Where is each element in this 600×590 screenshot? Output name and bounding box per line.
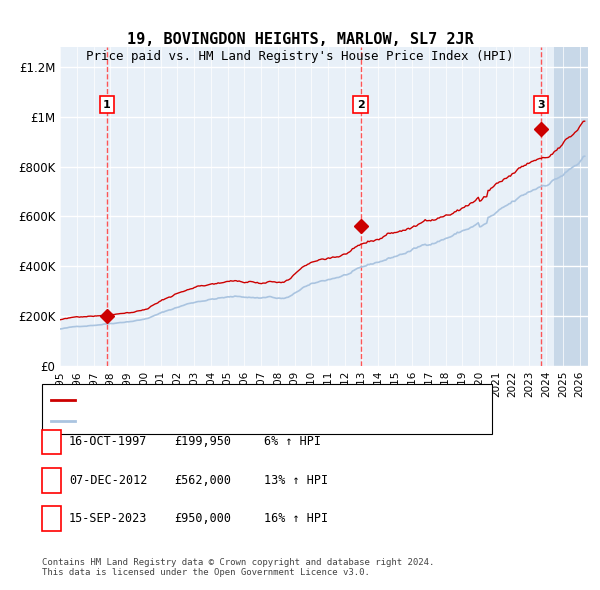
Bar — [379, 47, 395, 366]
Bar — [546, 47, 563, 366]
Text: 16% ↑ HPI: 16% ↑ HPI — [264, 512, 328, 525]
Bar — [462, 47, 479, 366]
Text: 19, BOVINGDON HEIGHTS, MARLOW, SL7 2JR (detached house): 19, BOVINGDON HEIGHTS, MARLOW, SL7 2JR (… — [79, 395, 423, 405]
Text: 1: 1 — [103, 100, 110, 110]
Bar — [429, 47, 446, 366]
Text: £950,000: £950,000 — [174, 512, 231, 525]
Bar — [345, 47, 362, 366]
Bar — [77, 47, 94, 366]
Bar — [144, 47, 161, 366]
Text: Price paid vs. HM Land Registry's House Price Index (HPI): Price paid vs. HM Land Registry's House … — [86, 50, 514, 63]
Bar — [211, 47, 227, 366]
Bar — [261, 47, 278, 366]
Bar — [244, 47, 261, 366]
Text: 16-OCT-1997: 16-OCT-1997 — [69, 435, 148, 448]
Text: £562,000: £562,000 — [174, 474, 231, 487]
Bar — [412, 47, 429, 366]
Text: 19, BOVINGDON HEIGHTS, MARLOW, SL7 2JR: 19, BOVINGDON HEIGHTS, MARLOW, SL7 2JR — [127, 32, 473, 47]
Text: 13% ↑ HPI: 13% ↑ HPI — [264, 474, 328, 487]
Bar — [295, 47, 311, 366]
Text: Contains HM Land Registry data © Crown copyright and database right 2024.
This d: Contains HM Land Registry data © Crown c… — [42, 558, 434, 577]
Text: 6% ↑ HPI: 6% ↑ HPI — [264, 435, 321, 448]
Bar — [60, 47, 77, 366]
Bar — [278, 47, 295, 366]
Text: 1: 1 — [48, 435, 55, 448]
Bar — [94, 47, 110, 366]
Text: 07-DEC-2012: 07-DEC-2012 — [69, 474, 148, 487]
Bar — [362, 47, 379, 366]
Bar — [580, 47, 596, 366]
Text: 3: 3 — [538, 100, 545, 110]
Bar — [479, 47, 496, 366]
Bar — [161, 47, 178, 366]
Bar — [127, 47, 144, 366]
Text: 2: 2 — [48, 474, 55, 487]
Bar — [446, 47, 462, 366]
Bar — [328, 47, 345, 366]
Bar — [110, 47, 127, 366]
Bar — [554, 47, 588, 366]
Bar — [563, 47, 580, 366]
Bar — [529, 47, 546, 366]
Bar — [311, 47, 328, 366]
Text: 15-SEP-2023: 15-SEP-2023 — [69, 512, 148, 525]
Bar — [512, 47, 529, 366]
Text: 2: 2 — [356, 100, 364, 110]
Bar — [227, 47, 244, 366]
Text: HPI: Average price, detached house, Buckinghamshire: HPI: Average price, detached house, Buck… — [79, 416, 398, 426]
Bar — [178, 47, 194, 366]
Bar — [194, 47, 211, 366]
Bar — [496, 47, 512, 366]
Text: £199,950: £199,950 — [174, 435, 231, 448]
Bar — [395, 47, 412, 366]
Text: 3: 3 — [48, 512, 55, 525]
